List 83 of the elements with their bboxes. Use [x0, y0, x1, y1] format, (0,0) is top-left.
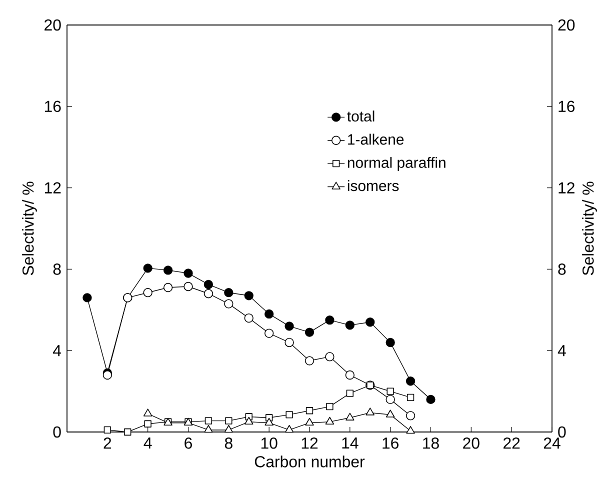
point: [325, 352, 334, 362]
y2-tick-label: 16: [558, 100, 575, 112]
point: [143, 288, 152, 298]
x-tick-label: 4: [144, 438, 152, 448]
y2-tick-label: 12: [558, 182, 574, 194]
point: [225, 417, 232, 424]
x-tick-label: 22: [504, 438, 520, 449]
point: [386, 394, 395, 404]
x-tick-label: 20: [463, 438, 480, 449]
point: [264, 328, 274, 338]
point: [264, 309, 274, 319]
x-tick-label: 24: [544, 438, 560, 449]
point: [204, 280, 214, 290]
point: [163, 266, 173, 275]
point: [224, 288, 234, 298]
x-tick-label: 6: [184, 438, 192, 449]
x-tick-label: 14: [342, 438, 358, 448]
point: [346, 412, 354, 420]
point: [184, 268, 193, 278]
legend-label: isomers: [348, 180, 399, 192]
x-tick-label: 12: [302, 438, 318, 449]
point: [426, 394, 436, 404]
point: [143, 264, 152, 273]
y-axis-title: Selectivity/ %: [22, 182, 37, 276]
point: [386, 338, 395, 348]
y-tick-label: 20: [44, 19, 61, 31]
point: [244, 416, 254, 425]
point: [326, 402, 334, 410]
point: [82, 293, 92, 302]
x-tick-label: 16: [382, 438, 398, 449]
y2-tick-label: 8: [558, 264, 566, 275]
point: [204, 424, 213, 433]
point: [304, 328, 314, 337]
legend-label: normal paraffin: [348, 156, 446, 171]
point: [406, 426, 415, 434]
y-tick-label: 8: [53, 264, 61, 275]
point: [284, 322, 294, 331]
point: [163, 282, 173, 292]
point: [325, 416, 334, 425]
x-tick-label: 10: [261, 438, 278, 449]
legend-label: 1-alkene: [348, 134, 404, 145]
point: [366, 408, 374, 416]
point: [406, 411, 416, 420]
y-tick-label: 4: [52, 345, 62, 356]
point: [366, 318, 375, 327]
x-axis-title: Carbon number: [254, 456, 365, 468]
point: [325, 315, 334, 325]
x-tick-label: 2: [104, 438, 112, 449]
point: [346, 390, 354, 397]
point: [244, 291, 254, 300]
point: [204, 417, 212, 424]
point: [224, 424, 234, 433]
x-tick-label: 18: [423, 438, 439, 449]
point: [124, 428, 132, 436]
legend-label: total: [347, 110, 374, 122]
point: [305, 418, 314, 426]
y2-tick-label: 0: [558, 426, 566, 438]
point: [286, 411, 293, 418]
point: [386, 388, 394, 395]
point: [204, 289, 214, 298]
y-tick-label: 0: [53, 426, 61, 438]
point: [304, 356, 314, 366]
point: [386, 410, 395, 418]
y2-tick-label: 20: [558, 19, 575, 31]
point: [284, 338, 294, 348]
point: [306, 407, 314, 414]
point: [406, 376, 416, 386]
y2-tick-label: 4: [558, 345, 566, 356]
y-tick-label: 16: [44, 100, 61, 112]
point: [144, 420, 152, 428]
y2-axis-title: Selectivity/ %: [582, 182, 597, 276]
point: [224, 299, 234, 308]
point: [104, 426, 112, 434]
point: [264, 418, 274, 426]
point: [284, 424, 294, 433]
point: [345, 370, 355, 380]
point: [406, 394, 414, 401]
x-tick-label: 8: [224, 438, 232, 449]
point: [184, 282, 193, 292]
point: [143, 408, 152, 416]
point: [345, 320, 355, 330]
point: [244, 313, 254, 323]
y-tick-label: 12: [44, 182, 61, 194]
